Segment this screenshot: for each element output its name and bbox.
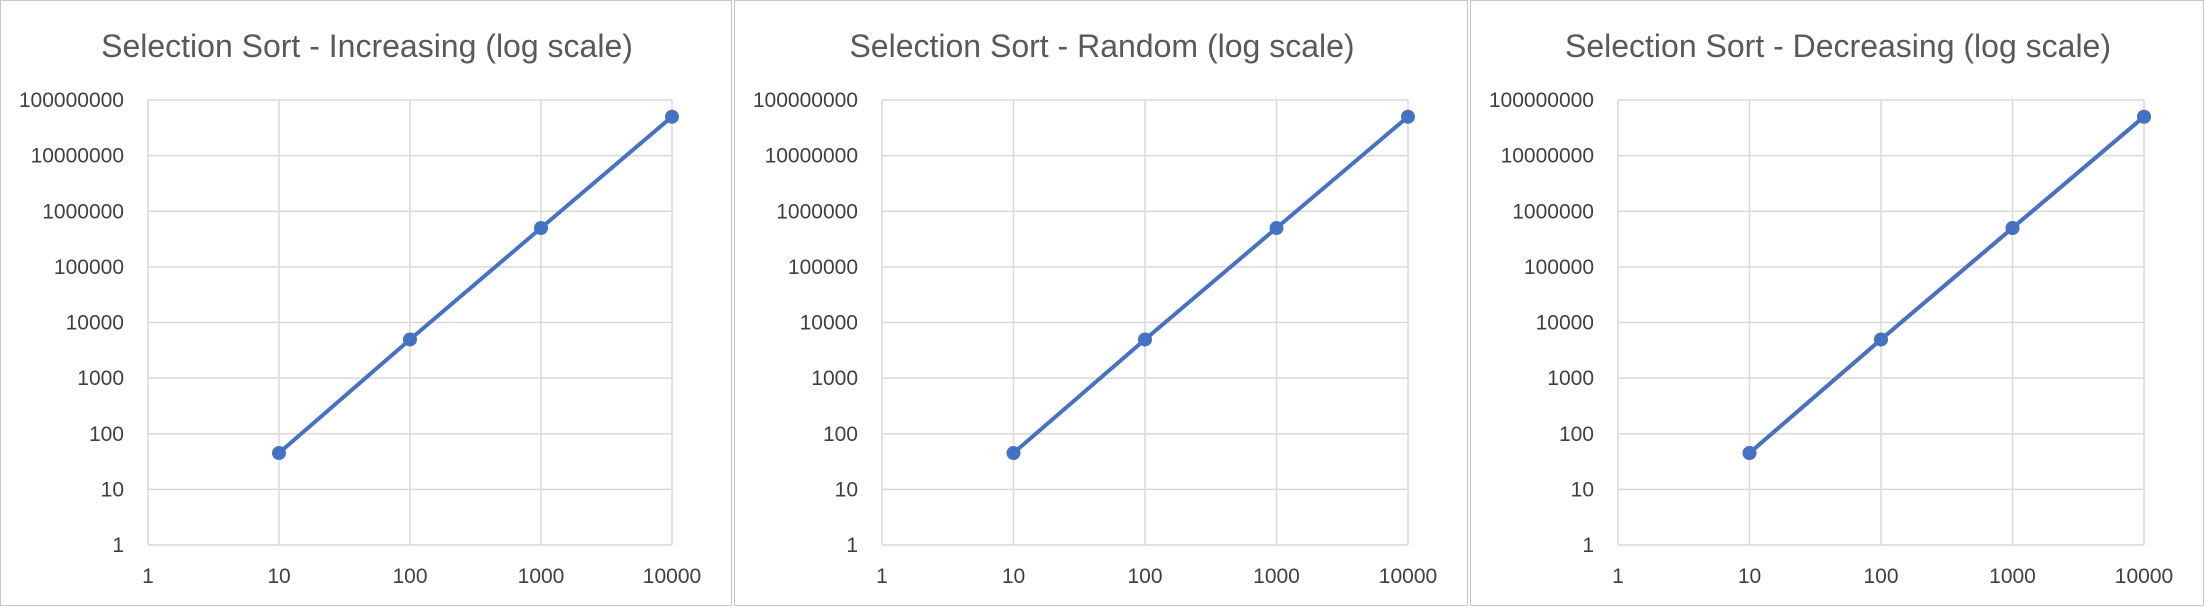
data-point-marker [1742,446,1757,461]
x-tick-label: 10 [1002,565,1025,588]
data-point-marker [403,332,417,347]
y-tick-label: 1000 [811,367,858,390]
y-tick-label: 10000 [800,312,858,335]
chart-decreasing: Selection Sort - Decreasing (log scale) 1… [1489,28,2173,588]
y-tick-label: 10000000 [765,145,858,168]
data-point-marker [1874,332,1888,347]
data-point-marker [2137,109,2151,124]
data-point-marker [272,446,286,461]
y-tick-label: 10 [1571,478,1594,501]
y-tick-label: 100000000 [753,89,858,112]
y-tick-label: 100 [89,423,124,446]
chart-panel-decreasing: Selection Sort - Decreasing (log scale) 1… [1470,0,2204,606]
y-tick-label: 1 [112,534,124,557]
y-tick-label: 100000 [1524,256,1594,279]
data-point-marker [534,221,548,236]
y-tick-label: 100 [1559,423,1594,446]
y-tick-label: 100000000 [19,89,124,112]
x-tick-label: 10 [1738,565,1761,588]
y-tick-label: 1 [1582,534,1594,557]
data-point-marker [1138,332,1152,347]
y-tick-label: 100 [823,423,858,446]
chart-panel-increasing: Selection Sort - Increasing (log scale) 1… [0,0,732,606]
series-line [1747,114,2146,455]
y-tick-label: 10 [835,478,858,501]
data-point-marker [665,109,679,124]
y-tick-label: 1000000 [1512,200,1594,223]
chart-title: Selection Sort - Increasing (log scale) [101,28,633,64]
y-tick-label: 10 [101,478,124,501]
x-tick-label: 100 [1127,565,1162,588]
chart-title: Selection Sort - Random (log scale) [849,28,1354,64]
series-line [277,114,674,455]
x-tick-label: 100 [392,565,427,588]
x-tick-label: 1 [1612,565,1624,588]
x-tick-label: 1000 [1989,565,2036,588]
x-tick-label: 10000 [643,565,701,588]
x-tick-label: 10000 [1379,565,1437,588]
x-tick-label: 1000 [1253,565,1300,588]
x-tick-label: 10000 [2115,565,2173,588]
data-point-marker [1006,446,1021,461]
y-tick-label: 1 [846,534,858,557]
chart-panel-random: Selection Sort - Random (log scale) 1 10 10… [734,0,1468,606]
data-point-marker [1269,221,1284,236]
chart-title: Selection Sort - Decreasing (log scale) [1565,28,2111,64]
y-tick-label: 10000000 [1501,145,1594,168]
x-tick-label: 100 [1863,565,1898,588]
y-tick-label: 10000 [1536,312,1594,335]
chart-random: Selection Sort - Random (log scale) 1 10 10… [753,28,1437,588]
y-tick-label: 10000 [66,312,124,335]
y-tick-label: 10000000 [31,145,124,168]
y-tick-label: 1000 [1547,367,1594,390]
data-point-marker [2005,221,2020,236]
x-tick-label: 1000 [518,565,565,588]
x-tick-label: 1 [876,565,888,588]
y-tick-label: 1000 [77,367,124,390]
chart-increasing: Selection Sort - Increasing (log scale) 1… [19,28,701,588]
y-tick-label: 100000 [54,256,124,279]
data-point-marker [1401,109,1415,124]
y-tick-label: 1000000 [42,200,124,223]
y-tick-label: 100000000 [1489,89,1594,112]
y-tick-label: 100000 [788,256,858,279]
x-tick-label: 10 [267,565,290,588]
series-line [1011,114,1410,455]
y-tick-label: 1000000 [776,200,858,223]
x-tick-label: 1 [142,565,154,588]
